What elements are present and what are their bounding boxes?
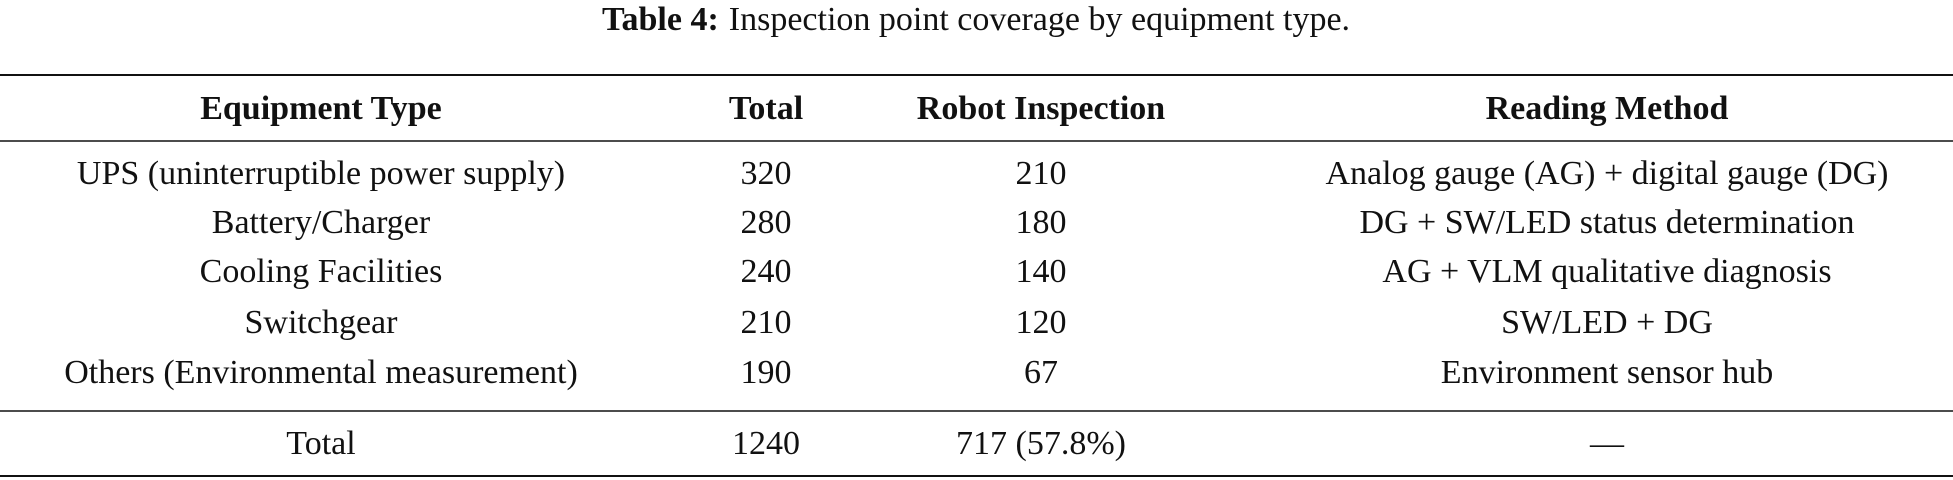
cell: 180 — [1016, 204, 1067, 241]
caption-text: Inspection point coverage by equipment t… — [729, 1, 1350, 38]
cell: DG + SW/LED status determination — [1359, 204, 1854, 241]
footer-cell: Total — [286, 425, 355, 462]
header-cell: Robot Inspection — [917, 90, 1166, 127]
cell: Switchgear — [245, 304, 399, 341]
footer-cell: 717 (57.8%) — [956, 425, 1126, 462]
cell: 240 — [741, 253, 792, 290]
cell: 190 — [741, 354, 792, 391]
cell: Cooling Facilities — [200, 253, 443, 290]
caption: Table 4: Inspection point coverage by equ… — [602, 1, 1350, 38]
cell: Analog gauge (AG) + digital gauge (DG) — [1325, 155, 1888, 192]
caption-label: Table 4: — [602, 1, 719, 38]
header-cell: Reading Method — [1486, 90, 1729, 127]
cell: SW/LED + DG — [1501, 304, 1713, 341]
cell: 210 — [1016, 155, 1067, 192]
footer-cell: 1240 — [732, 425, 800, 462]
cell: UPS (uninterruptible power supply) — [77, 155, 565, 192]
cell: 140 — [1016, 253, 1067, 290]
cell: 210 — [741, 304, 792, 341]
header-cell: Equipment Type — [200, 90, 442, 127]
footer-cell: — — [1589, 425, 1625, 462]
cell: Others (Environmental measurement) — [64, 354, 578, 391]
cell: Battery/Charger — [212, 204, 431, 241]
header-cell: Total — [729, 90, 803, 127]
cell: AG + VLM qualitative diagnosis — [1382, 253, 1831, 290]
cell: 320 — [741, 155, 792, 192]
cell: 120 — [1016, 304, 1067, 341]
cell: 280 — [741, 204, 792, 241]
cell: 67 — [1024, 354, 1058, 391]
cell: Environment sensor hub — [1441, 354, 1773, 391]
